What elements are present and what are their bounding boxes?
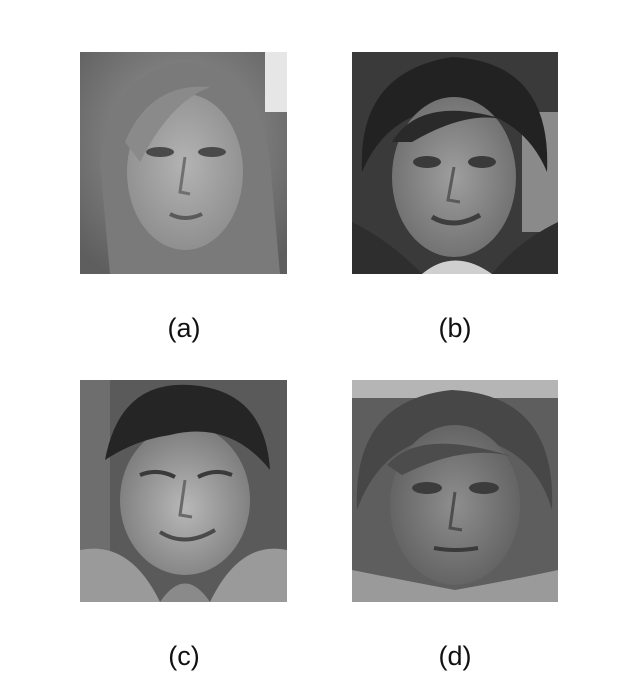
caption-d: (d) <box>438 641 472 671</box>
face-photo-c <box>80 380 287 602</box>
caption-c: (c) <box>168 641 200 671</box>
face-photo-a <box>80 52 287 274</box>
caption-a: (a) <box>167 313 201 343</box>
caption-b: (b) <box>438 313 472 343</box>
face-photo-d <box>352 380 558 602</box>
face-photo-b <box>352 52 558 274</box>
